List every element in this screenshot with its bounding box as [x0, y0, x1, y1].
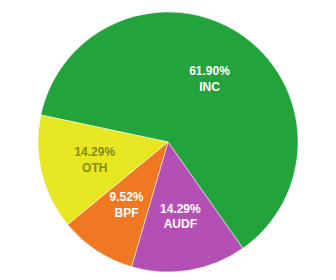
svg-text:14.29%AUDF: 14.29%AUDF [160, 202, 201, 232]
svg-text:61.90%INC: 61.90%INC [189, 64, 230, 94]
svg-text:14.29%OTH: 14.29%OTH [74, 145, 115, 175]
svg-text:9.52%BPF: 9.52%BPF [109, 190, 143, 220]
